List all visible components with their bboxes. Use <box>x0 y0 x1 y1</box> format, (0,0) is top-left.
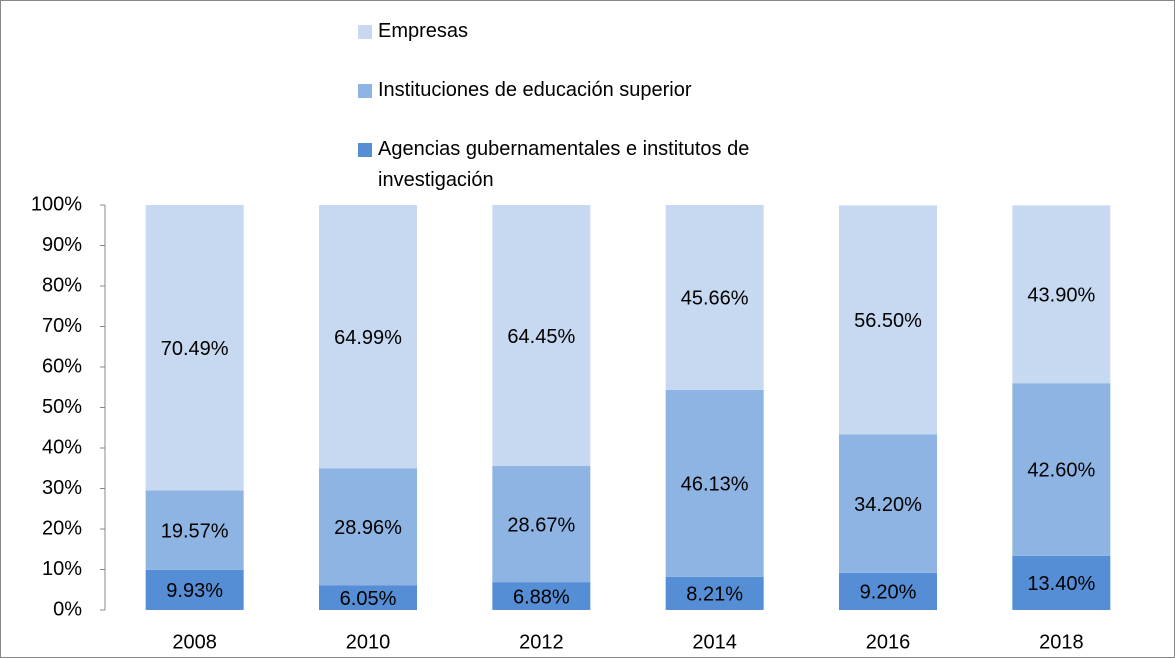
data-label: 64.99% <box>334 327 402 349</box>
bar-segment <box>492 205 591 467</box>
y-tick-label: 30% <box>42 477 82 499</box>
data-label: 8.21% <box>686 584 743 606</box>
legend-item: Empresas <box>358 16 838 47</box>
bar-segment <box>665 389 764 577</box>
bar-segment <box>492 466 591 583</box>
bar-segment <box>839 434 937 573</box>
legend-item: Instituciones de educación superior <box>358 75 838 106</box>
y-tick-label: 20% <box>42 517 82 539</box>
y-tick-label: 0% <box>53 598 82 620</box>
bar-segment <box>145 490 244 570</box>
x-tick-label: 2008 <box>172 631 217 653</box>
legend-swatch <box>358 84 372 98</box>
data-label: 56.50% <box>854 310 922 332</box>
bar-segment <box>839 205 937 435</box>
legend-label: Agencias gubernamentales e institutos de… <box>378 138 750 191</box>
bar-segment <box>665 576 764 610</box>
data-label: 34.20% <box>854 494 922 516</box>
y-tick-label: 70% <box>42 315 82 337</box>
data-label: 42.60% <box>1027 460 1095 482</box>
legend-item: Agencias gubernamentales e institutos de… <box>358 134 838 196</box>
legend: Empresas Instituciones de educación super… <box>358 16 838 224</box>
legend-swatch <box>358 25 372 39</box>
bar-segment <box>319 585 417 610</box>
y-tick-label: 100% <box>31 193 82 215</box>
x-tick-label: 2016 <box>866 631 911 653</box>
x-tick-label: 2014 <box>692 631 737 653</box>
bar-segment <box>665 205 764 390</box>
data-label: 28.96% <box>334 517 402 539</box>
bar-segment <box>492 582 591 610</box>
x-tick-label: 2012 <box>519 631 564 653</box>
y-tick-label: 80% <box>42 274 82 296</box>
bar-segment <box>1012 383 1111 556</box>
x-tick-label: 2010 <box>346 631 391 653</box>
bar-segment <box>319 468 417 586</box>
x-tick-label: 2018 <box>1039 631 1084 653</box>
data-label: 9.93% <box>166 580 223 602</box>
data-label: 43.90% <box>1027 285 1095 307</box>
legend-swatch <box>358 143 372 157</box>
bar-segment <box>839 572 937 610</box>
data-label: 64.45% <box>507 326 575 348</box>
data-label: 46.13% <box>681 474 749 496</box>
legend-label: Instituciones de educación superior <box>378 79 692 101</box>
data-label: 70.49% <box>161 338 229 360</box>
data-label: 13.40% <box>1027 573 1095 595</box>
data-label: 28.67% <box>507 514 575 536</box>
data-label: 45.66% <box>681 288 749 310</box>
y-tick-label: 60% <box>42 355 82 377</box>
data-label: 19.57% <box>161 520 229 542</box>
data-label: 9.20% <box>860 582 917 604</box>
bar-segment <box>1012 205 1111 384</box>
y-tick-label: 10% <box>42 558 82 580</box>
legend-label: Empresas <box>378 20 469 42</box>
y-tick-label: 50% <box>42 396 82 418</box>
data-label: 6.88% <box>513 586 570 608</box>
bar-segment <box>319 205 417 469</box>
y-tick-label: 90% <box>42 234 82 256</box>
data-label: 6.05% <box>340 588 397 610</box>
bar-segment <box>145 205 244 491</box>
y-tick-label: 40% <box>42 436 82 458</box>
bar-segment <box>1012 555 1111 610</box>
bar-segment <box>145 569 244 610</box>
